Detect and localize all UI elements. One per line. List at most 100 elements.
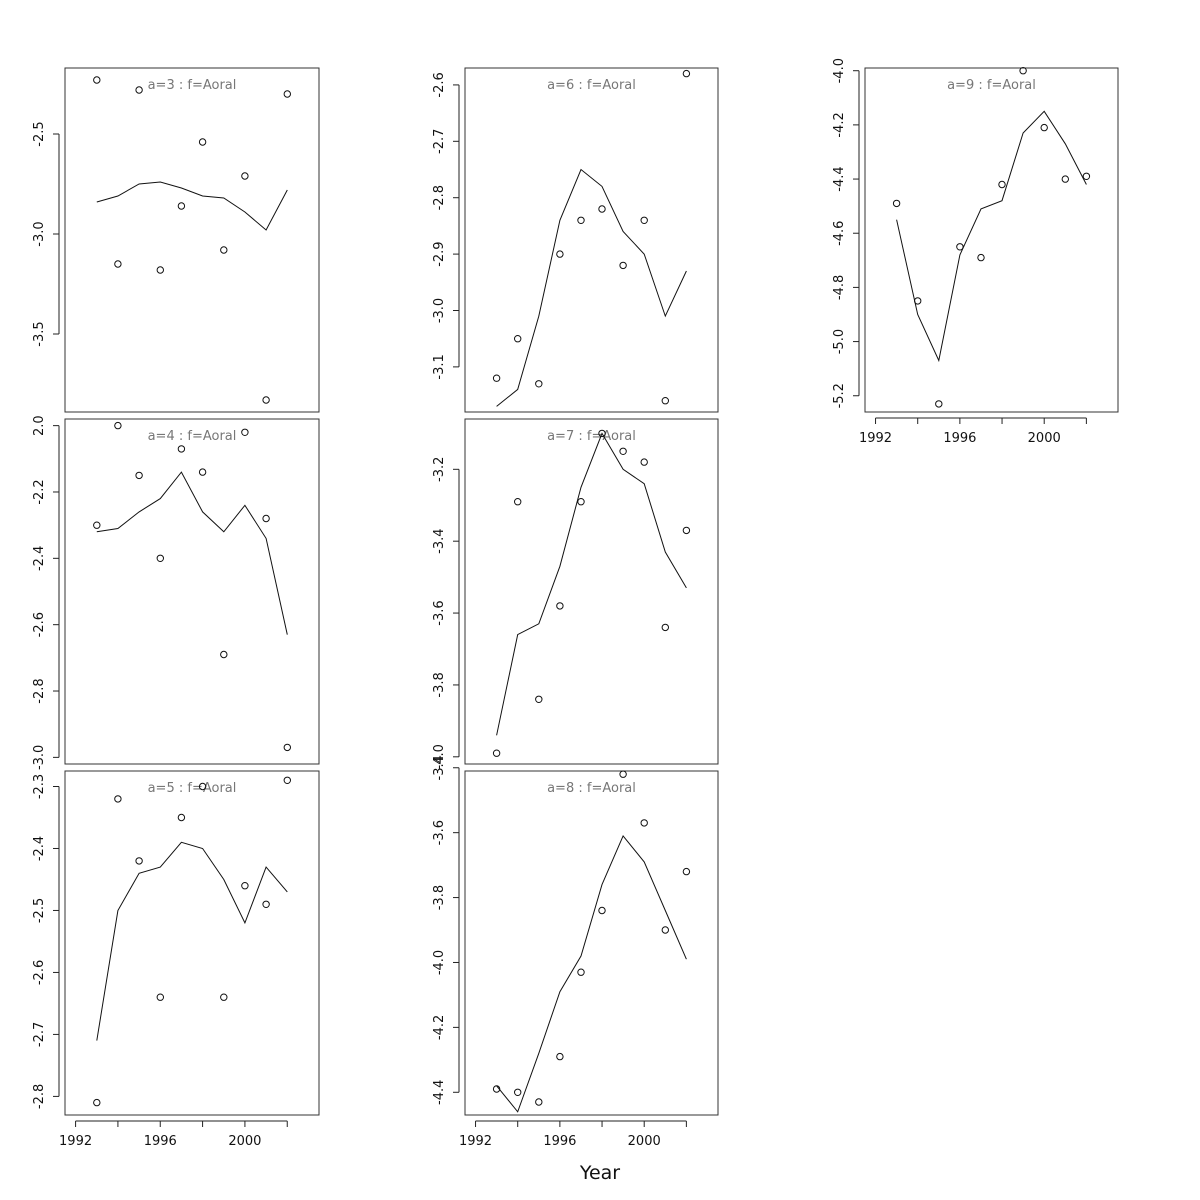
y-tick-label: -3.4: [432, 755, 447, 780]
y-tick-label: -2.5: [32, 121, 47, 146]
panel-frame: [864, 67, 1119, 413]
y-axis: 2.0 -2.2 -2.4 -2.6 -2.8 -3.0: [32, 415, 60, 770]
y-tick-label: -2.4: [32, 546, 47, 571]
y-tick-label: -3.6: [432, 820, 447, 845]
data-point: [577, 498, 585, 506]
y-axis: -2.3 -2.4 -2.5 -2.6 -2.7 -2.8: [32, 774, 60, 1109]
y-tick-label: -4.0: [432, 744, 447, 769]
panel-title: a=6 : f=Aoral: [547, 78, 636, 93]
y-tick-label: -4.4: [432, 1080, 447, 1105]
y-tick-label: -2.8: [32, 1084, 47, 1109]
data-point: [998, 180, 1006, 189]
data-point: [682, 69, 691, 78]
data-point: [114, 260, 122, 268]
data-point: [1040, 123, 1048, 132]
y-tick-label: -3.8: [432, 672, 447, 697]
data-point: [535, 380, 543, 388]
x-axis-label: Year: [579, 1162, 620, 1184]
data-point: [283, 743, 291, 752]
y-tick-label: -2.6: [432, 72, 447, 97]
y-tick-label: -3.0: [432, 298, 447, 323]
y-tick-label: -5.2: [832, 383, 847, 408]
data-point: [1061, 175, 1070, 183]
data-point: [262, 396, 270, 404]
data-point: [577, 216, 585, 225]
y-axis: -3.2 -3.4 -3.6 -3.8 -4.0: [432, 457, 460, 770]
data-point: [619, 770, 627, 778]
data-point: [177, 445, 186, 453]
x-tick-label: 1992: [859, 431, 892, 446]
panel-6: a=8 : f=Aoral -3.4 -3.6 -3.8 -4.0 -4.2 -4.4 199…: [432, 755, 719, 1149]
y-tick-label: -2.8: [432, 185, 447, 210]
y-tick-label: -2.6: [32, 612, 47, 637]
data-point: [598, 205, 606, 213]
panel-frame: [64, 67, 320, 413]
data-point: [241, 428, 249, 436]
data-point: [198, 782, 207, 791]
data-point: [1019, 67, 1027, 75]
y-tick-label: -3.5: [32, 321, 47, 346]
data-point: [114, 421, 122, 430]
data-point: [220, 650, 228, 659]
x-tick-label: 2000: [228, 1134, 261, 1149]
panel-1: a=3 : f=Aoral -2.5 -3.0 -3.5: [32, 67, 320, 413]
y-tick-label: -2.5: [32, 898, 47, 923]
data-point: [93, 76, 101, 84]
data-point: [114, 795, 122, 803]
x-axis: 1992 1996 2000: [459, 1120, 687, 1149]
data-point: [262, 514, 270, 523]
data-point: [241, 172, 249, 180]
y-axis: -2.5 -3.0 -3.5: [32, 121, 60, 347]
fitted-line: [496, 432, 687, 736]
data-point: [640, 216, 648, 225]
x-tick-label: 1996: [543, 1134, 576, 1149]
y-tick-label: 2.0: [32, 415, 47, 436]
fitted-line: [96, 471, 288, 635]
fitted-line: [496, 834, 687, 1113]
panel-7: a=9 : f=Aoral -4.0 -4.2 -4.4 -4.6 -4.8 -5.0 -5.…: [832, 58, 1119, 446]
x-tick-label: 1992: [459, 1134, 492, 1149]
data-point: [198, 468, 207, 476]
data-point: [892, 199, 901, 208]
data-point: [556, 602, 564, 610]
y-tick-label: -3.0: [32, 745, 47, 770]
panel-title: a=8 : f=Aoral: [547, 781, 636, 796]
data-point: [619, 447, 627, 455]
data-point: [514, 335, 522, 343]
x-tick-label: 1996: [144, 1134, 177, 1149]
panel-title: a=4 : f=Aoral: [148, 429, 237, 444]
x-axis: 1992 1996 2000: [859, 417, 1087, 446]
panel-title: a=5 : f=Aoral: [148, 781, 237, 796]
y-tick-label: -4.0: [832, 58, 847, 83]
data-point: [514, 1088, 522, 1097]
data-point: [93, 521, 101, 529]
panel-frame: [464, 67, 719, 413]
y-tick-label: -4.2: [432, 1015, 447, 1040]
y-tick-label: -2.4: [32, 836, 47, 861]
y-axis: -4.0 -4.2 -4.4 -4.6 -4.8 -5.0 -5.2: [832, 58, 860, 408]
data-point: [135, 86, 143, 94]
data-point: [93, 1098, 101, 1107]
fitted-line: [96, 181, 288, 231]
panel-title: a=3 : f=Aoral: [148, 78, 237, 93]
data-point: [156, 266, 165, 274]
data-point: [156, 554, 165, 562]
panel-title: a=7 : f=Aoral: [547, 429, 636, 444]
y-tick-label: -2.7: [432, 129, 447, 154]
y-tick-label: -2.7: [32, 1022, 47, 1047]
data-point: [598, 906, 606, 915]
fitted-line: [896, 110, 1087, 363]
data-point: [556, 250, 564, 258]
y-tick-label: -5.0: [832, 329, 847, 354]
panel-frame: [464, 770, 719, 1116]
x-tick-label: 1992: [59, 1134, 92, 1149]
data-point: [535, 1098, 543, 1106]
data-point: [220, 246, 228, 254]
y-tick-label: -2.9: [432, 241, 447, 266]
data-point: [283, 90, 291, 98]
y-axis: -2.6 -2.7 -2.8 -2.9 -3.0 -3.1: [432, 72, 460, 380]
data-point: [514, 498, 522, 506]
y-tick-label: -3.0: [32, 221, 47, 246]
data-point: [682, 526, 691, 535]
data-point: [577, 968, 585, 976]
